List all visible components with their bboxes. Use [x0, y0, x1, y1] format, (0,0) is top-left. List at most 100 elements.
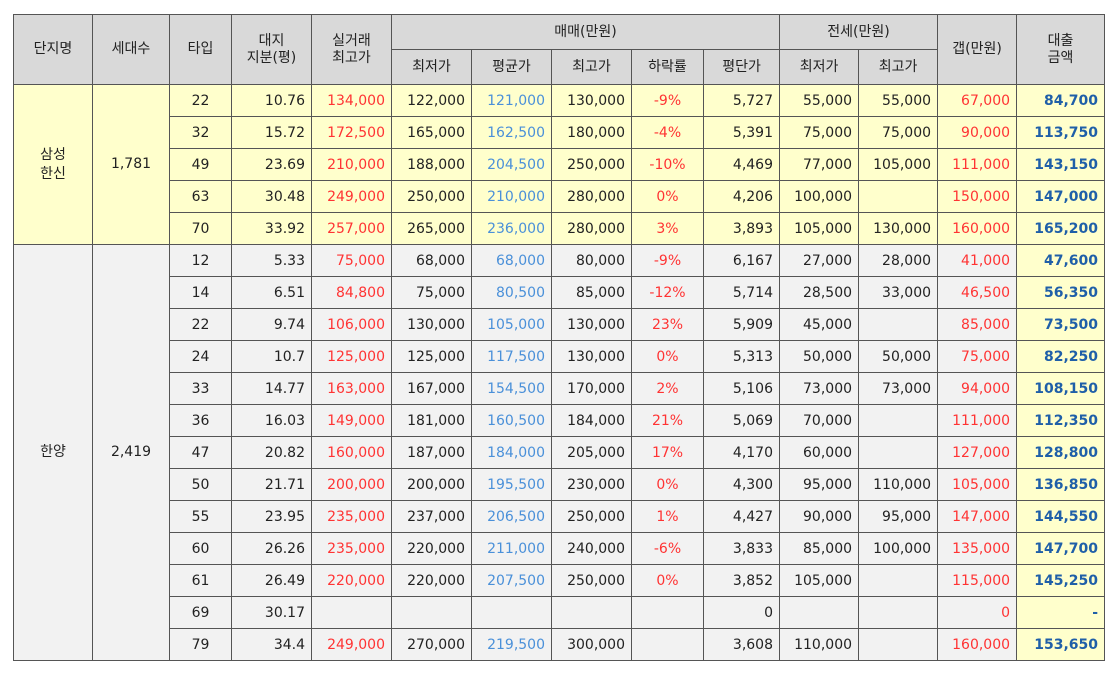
- sale-min-cell: 125,000: [391, 340, 472, 373]
- table-row: 한양 2,419 12 5.33 75,000 68,000 68,000 80,000 -9%…: [13, 244, 1106, 661]
- per-pyeong-cell: 3,893: [702, 212, 781, 245]
- header-jeonse-min: 최저가: [779, 49, 860, 85]
- sale-max-cell: 250,000: [551, 564, 632, 597]
- sale-max-cell: 205,000: [551, 436, 632, 469]
- loan-cell: 143,150: [1016, 148, 1106, 181]
- land-share-cell: 33.92: [231, 212, 312, 245]
- gap-cell: 46,500: [937, 276, 1018, 309]
- table-row: 63 30.48 249,000 250,000 210,000 280,000 0% 4,2…: [14, 180, 1106, 213]
- jeonse-min-cell: 50,000: [779, 340, 860, 373]
- sale-max-cell: 130,000: [551, 340, 632, 373]
- jeonse-min-cell: 100,000: [779, 180, 860, 213]
- gap-cell: 0: [937, 596, 1018, 629]
- jeonse-min-cell: 77,000: [779, 148, 860, 181]
- header-drop-rate: 하락률: [631, 49, 704, 85]
- table-row: 24 10.7 125,000 125,000 117,500 130,000 0% 5,31…: [14, 340, 1106, 373]
- sale-avg-cell: 154,500: [471, 372, 552, 405]
- per-pyeong-cell: 4,206: [702, 180, 781, 213]
- sale-min-cell: [391, 596, 472, 629]
- gap-cell: 90,000: [937, 116, 1018, 149]
- gap-cell: 160,000: [937, 212, 1018, 245]
- type-cell: 61: [169, 564, 232, 597]
- sale-max-cell: 240,000: [551, 532, 632, 565]
- sale-max-cell: 184,000: [551, 404, 632, 437]
- sale-avg-cell: 121,000: [471, 84, 552, 117]
- gap-cell: 75,000: [937, 340, 1018, 373]
- per-pyeong-cell: 4,427: [702, 500, 781, 533]
- real-max-cell: 163,000: [311, 372, 392, 405]
- sale-avg-cell: 219,500: [471, 628, 552, 661]
- drop-rate-cell: -9%: [631, 84, 704, 117]
- sale-avg-cell: 162,500: [471, 116, 552, 149]
- loan-cell: 145,250: [1016, 564, 1106, 597]
- jeonse-max-cell: [858, 628, 939, 661]
- gap-cell: 111,000: [937, 148, 1018, 181]
- per-pyeong-cell: 3,833: [702, 532, 781, 565]
- sale-avg-cell: 117,500: [471, 340, 552, 373]
- header-sale-group: 매매(만원): [390, 14, 781, 50]
- real-max-cell: 134,000: [311, 84, 392, 117]
- land-share-cell: 34.4: [231, 628, 312, 661]
- gap-cell: 94,000: [937, 372, 1018, 405]
- loan-cell: 144,550: [1016, 500, 1106, 533]
- land-share-cell: 14.77: [231, 372, 312, 405]
- sale-max-cell: 250,000: [551, 148, 632, 181]
- per-pyeong-cell: 5,069: [702, 404, 781, 437]
- real-max-cell: 160,000: [311, 436, 392, 469]
- table-row: 60 26.26 235,000 220,000 211,000 240,000 -6% 3,…: [14, 532, 1106, 565]
- table-row: 55 23.95 235,000 237,000 206,500 250,000 1% 4,4…: [14, 500, 1106, 533]
- jeonse-max-cell: 95,000: [858, 500, 939, 533]
- land-share-cell: 10.7: [231, 340, 312, 373]
- apartment-price-table-wrapper: 단지명 세대수 타입 대지 지분(평) 실거래 최고가 매매(만원) 전세(만원) …: [13, 14, 1106, 661]
- table-header: 단지명 세대수 타입 대지 지분(평) 실거래 최고가 매매(만원) 전세(만원) …: [13, 14, 1106, 85]
- land-share-cell: 5.33: [231, 244, 312, 277]
- jeonse-min-cell: [779, 596, 860, 629]
- real-max-cell: 125,000: [311, 340, 392, 373]
- type-cell: 50: [169, 468, 232, 501]
- jeonse-max-cell: 110,000: [858, 468, 939, 501]
- jeonse-max-cell: 75,000: [858, 116, 939, 149]
- sale-max-cell: 130,000: [551, 308, 632, 341]
- per-pyeong-cell: 6,167: [702, 244, 781, 277]
- jeonse-max-cell: [858, 404, 939, 437]
- jeonse-min-cell: 27,000: [779, 244, 860, 277]
- jeonse-max-cell: 105,000: [858, 148, 939, 181]
- gap-cell: 160,000: [937, 628, 1018, 661]
- sale-max-cell: 280,000: [551, 212, 632, 245]
- land-share-cell: 15.72: [231, 116, 312, 149]
- jeonse-max-cell: 100,000: [858, 532, 939, 565]
- sale-max-cell: 85,000: [551, 276, 632, 309]
- table-row: 14 6.51 84,800 75,000 80,500 85,000 -12% 5,714 2…: [14, 276, 1106, 309]
- loan-cell: 84,700: [1016, 84, 1106, 117]
- loan-cell: 112,350: [1016, 404, 1106, 437]
- header-per-pyeong: 평단가: [702, 49, 781, 85]
- loan-cell: 108,150: [1016, 372, 1106, 405]
- real-max-cell: 106,000: [311, 308, 392, 341]
- drop-rate-cell: -9%: [631, 244, 704, 277]
- drop-rate-cell: 0%: [631, 340, 704, 373]
- sale-min-cell: 165,000: [391, 116, 472, 149]
- jeonse-max-cell: [858, 436, 939, 469]
- jeonse-max-cell: 28,000: [858, 244, 939, 277]
- sale-max-cell: 280,000: [551, 180, 632, 213]
- loan-cell: 113,750: [1016, 116, 1106, 149]
- table-row: 33 14.77 163,000 167,000 154,500 170,000 2% 5,1…: [14, 372, 1106, 405]
- drop-rate-cell: 0%: [631, 564, 704, 597]
- jeonse-max-cell: 130,000: [858, 212, 939, 245]
- type-cell: 32: [169, 116, 232, 149]
- sale-min-cell: 130,000: [391, 308, 472, 341]
- per-pyeong-cell: 3,608: [702, 628, 781, 661]
- sale-min-cell: 265,000: [391, 212, 472, 245]
- loan-cell: 147,700: [1016, 532, 1106, 565]
- sale-min-cell: 188,000: [391, 148, 472, 181]
- sale-min-cell: 270,000: [391, 628, 472, 661]
- real-max-cell: 75,000: [311, 244, 392, 277]
- drop-rate-cell: [631, 628, 704, 661]
- per-pyeong-cell: 0: [702, 596, 781, 629]
- loan-cell: 47,600: [1016, 244, 1106, 277]
- type-cell: 47: [169, 436, 232, 469]
- jeonse-min-cell: 110,000: [779, 628, 860, 661]
- header-type: 타입: [169, 14, 232, 85]
- drop-rate-cell: -12%: [631, 276, 704, 309]
- loan-cell: 82,250: [1016, 340, 1106, 373]
